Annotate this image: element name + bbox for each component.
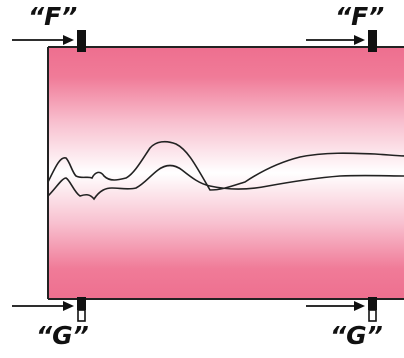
- upper-wave-curve: [47, 140, 404, 191]
- bottom-left-label: “G”: [36, 321, 89, 350]
- top-left-f-marker: [12, 30, 86, 52]
- bottom-left-g-marker: [12, 297, 86, 322]
- pink-band: [48, 47, 404, 299]
- top-right-label: “F”: [335, 2, 384, 31]
- lower-wave-curve: [47, 164, 404, 201]
- top-left-label: “F”: [28, 2, 77, 31]
- top-right-f-marker: [306, 30, 377, 52]
- bottom-right-label: “G”: [330, 321, 383, 350]
- bottom-right-g-marker: [306, 297, 377, 322]
